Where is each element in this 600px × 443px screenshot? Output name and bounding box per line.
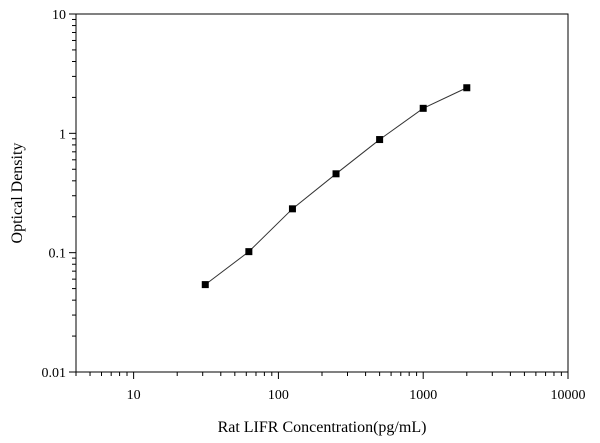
plot-area xyxy=(75,13,569,373)
y-tick-label: 10 xyxy=(52,8,66,23)
x-tick-label: 10000 xyxy=(551,388,586,403)
data-point xyxy=(245,248,253,256)
y-tick-label: 0.1 xyxy=(49,247,67,262)
data-point xyxy=(201,281,209,289)
data-point xyxy=(332,170,340,178)
x-tick-label: 10 xyxy=(127,388,141,403)
data-point xyxy=(419,104,427,112)
y-axis: 0.01 0.1 1 10 xyxy=(42,8,76,381)
x-tick-label: 1000 xyxy=(409,388,437,403)
data-point xyxy=(376,136,384,144)
data-point xyxy=(463,84,471,92)
y-tick-label: 0.01 xyxy=(42,366,67,381)
y-tick-label: 1 xyxy=(59,127,66,142)
x-axis: 10 100 1000 10000 xyxy=(75,372,586,403)
data-point xyxy=(288,205,296,213)
y-axis-title: Optical Density xyxy=(9,143,26,244)
plot-frame xyxy=(75,13,569,373)
x-axis-title: Rat LIFR Concentration(pg/mL) xyxy=(218,419,427,436)
x-tick-label: 100 xyxy=(268,388,289,403)
series-line xyxy=(204,87,468,285)
series-layer xyxy=(201,84,471,289)
